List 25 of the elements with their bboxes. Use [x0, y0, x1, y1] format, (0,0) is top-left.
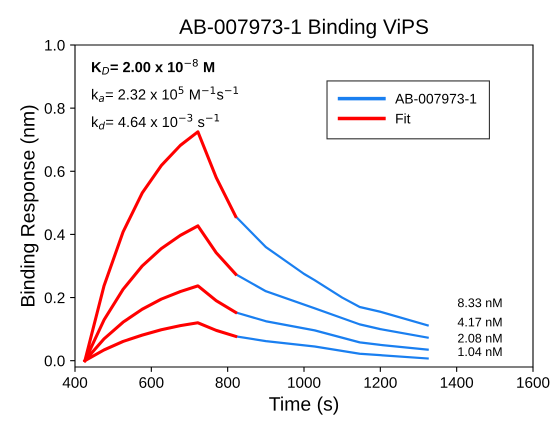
x-tick-label: 400	[62, 377, 88, 388]
y-axis-title: Binding Response (nm)	[20, 106, 38, 306]
y-tick-label: 0.8	[44, 103, 65, 114]
y-tick-label: 0.4	[44, 229, 65, 240]
y-tick-label: 0.0	[44, 356, 65, 366]
y-tick-label: 0.2	[44, 292, 65, 304]
annotation: k$_{a}$= 2.32 x 10$^{5}$ M$^{−1}$s$^{−1}$	[92, 86, 238, 102]
legend-label: Fit	[396, 113, 410, 124]
annotation: 8.33 nM	[458, 298, 502, 308]
legend-label: AB-007973-1	[395, 94, 476, 104]
x-tick-label: 600	[139, 377, 164, 388]
annotation: K$_{D}$= 2.00 x 10$^{−8}$ M	[92, 58, 214, 74]
x-tick-label: 800	[216, 377, 240, 388]
chart-title: AB-007973-1 Binding ViPS	[179, 18, 428, 38]
y-tick-label: 0.6	[44, 166, 65, 177]
x-tick-label: 1400	[440, 377, 474, 388]
annotation: 4.17 nM	[458, 318, 502, 326]
x-tick-label: 1600	[517, 377, 550, 388]
y-tick-label: 1.0	[45, 40, 65, 51]
annotation: 1.04 nM	[458, 347, 502, 356]
x-axis-title: Time (s)	[269, 396, 338, 415]
annotation: k$_{d}$= 4.64 x 10$^{−3}$ s$^{−1}$	[92, 114, 220, 130]
x-tick-label: 1000	[288, 377, 320, 388]
x-tick-label: 1200	[364, 377, 397, 388]
annotation: 2.08 nM	[458, 334, 502, 343]
